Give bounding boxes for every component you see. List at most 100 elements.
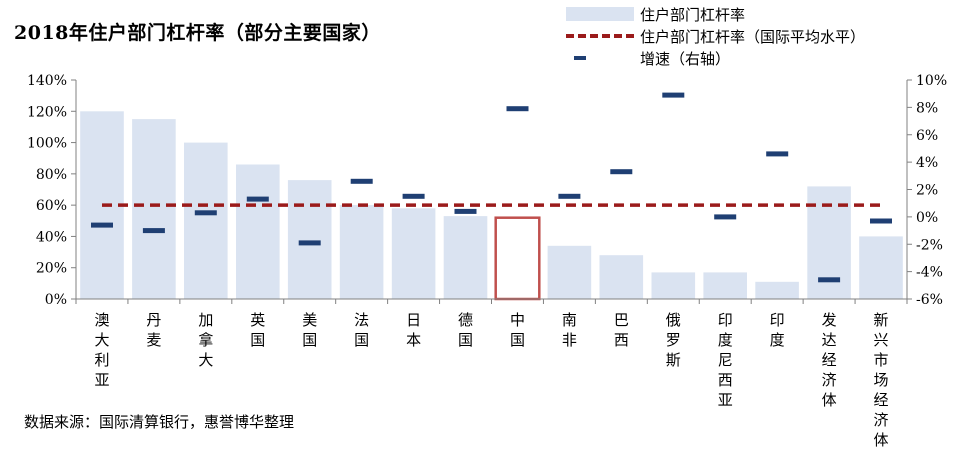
x-category-label: 国 bbox=[510, 331, 525, 349]
bar bbox=[391, 208, 436, 299]
left-tick-label: 20% bbox=[36, 261, 67, 277]
x-category-label: 西 bbox=[614, 331, 629, 349]
right-tick-label: 8% bbox=[916, 100, 938, 116]
growth-marker bbox=[558, 193, 581, 199]
x-category-label: 体 bbox=[822, 391, 837, 409]
legend: 住户部门杠杆率 住户部门杠杆率（国际平均水平） 增速（右轴） bbox=[566, 3, 865, 69]
bar bbox=[599, 255, 644, 299]
bar-highlighted bbox=[494, 216, 541, 301]
growth-marker bbox=[454, 208, 477, 214]
x-category-label: 国 bbox=[250, 331, 265, 349]
left-tick-label: 140% bbox=[27, 73, 67, 89]
legend-label-average: 住户部门杠杆率（国际平均水平） bbox=[640, 27, 866, 46]
growth-marker bbox=[142, 228, 165, 234]
x-category-label: 国 bbox=[302, 331, 317, 349]
right-tick-label: 2% bbox=[916, 183, 938, 199]
legend-label-bar: 住户部门杠杆率 bbox=[640, 5, 746, 24]
x-category-label: 亚 bbox=[94, 371, 109, 389]
left-tick-label: 60% bbox=[36, 198, 67, 214]
legend-swatch-growth bbox=[566, 48, 634, 68]
x-category-label: 日 bbox=[406, 311, 421, 329]
left-tick-label: 80% bbox=[36, 167, 67, 183]
x-category-label: 经 bbox=[822, 351, 837, 369]
growth-marker bbox=[350, 178, 373, 184]
bar bbox=[339, 205, 384, 299]
x-category-label: 俄 bbox=[666, 311, 681, 329]
right-tick-label: -4% bbox=[916, 265, 943, 281]
growth-marker bbox=[870, 218, 892, 224]
x-category-label: 大 bbox=[94, 331, 109, 349]
x-category-label: 非 bbox=[562, 331, 577, 349]
right-tick-label: 6% bbox=[916, 128, 938, 144]
x-category-label: 本 bbox=[406, 331, 421, 349]
x-category-label: 新 bbox=[874, 311, 889, 329]
left-tick-label: 100% bbox=[27, 136, 67, 152]
growth-marker bbox=[506, 106, 529, 112]
x-category-label: 德 bbox=[458, 311, 473, 329]
x-category-label: 国 bbox=[458, 331, 473, 349]
legend-swatch-bar bbox=[566, 4, 634, 24]
growth-marker bbox=[194, 210, 217, 216]
x-category-label: 印 bbox=[770, 311, 785, 329]
right-tick-label: -6% bbox=[916, 292, 943, 308]
x-category-label: 拿 bbox=[198, 331, 213, 349]
bar bbox=[859, 236, 903, 299]
growth-marker bbox=[818, 277, 841, 283]
x-category-label: 达 bbox=[822, 331, 837, 349]
growth-marker bbox=[610, 169, 633, 175]
x-category-label: 麦 bbox=[146, 331, 161, 349]
bar bbox=[703, 272, 747, 299]
left-tick-label: 120% bbox=[27, 104, 67, 120]
right-tick-label: 0% bbox=[916, 210, 938, 226]
right-tick-label: 10% bbox=[916, 73, 947, 89]
bar bbox=[236, 164, 280, 299]
bar bbox=[547, 245, 592, 299]
legend-label-growth: 增速（右轴） bbox=[640, 49, 731, 68]
source-note: 数据来源：国际清算银行，惠誉博华整理 bbox=[24, 413, 295, 431]
x-category-label: 斯 bbox=[666, 351, 681, 369]
x-category-label: 罗 bbox=[666, 331, 681, 349]
growth-marker bbox=[766, 151, 789, 157]
legend-item-bar: 住户部门杠杆率 bbox=[566, 3, 865, 25]
x-category-label: 济 bbox=[874, 411, 889, 429]
legend-swatch-average bbox=[566, 26, 634, 46]
x-category-label: 澳 bbox=[94, 311, 109, 329]
growth-marker bbox=[246, 196, 269, 202]
growth-marker bbox=[298, 240, 321, 246]
bar bbox=[443, 216, 488, 299]
x-category-label: 西 bbox=[718, 371, 733, 389]
bar bbox=[755, 281, 799, 299]
x-category-label: 美 bbox=[302, 311, 317, 329]
legend-item-growth: 增速（右轴） bbox=[566, 47, 865, 69]
x-category-label: 尼 bbox=[718, 351, 733, 369]
left-tick-label: 0% bbox=[45, 292, 67, 308]
x-category-label: 南 bbox=[562, 311, 577, 329]
x-category-label: 印 bbox=[718, 311, 733, 329]
bar bbox=[287, 180, 332, 299]
x-category-label: 国 bbox=[354, 331, 369, 349]
x-category-label: 巴 bbox=[614, 311, 629, 329]
bar bbox=[132, 119, 176, 299]
x-category-label: 场 bbox=[874, 371, 889, 389]
x-category-label: 利 bbox=[94, 351, 109, 369]
x-category-label: 中 bbox=[510, 311, 525, 329]
x-category-label: 英 bbox=[250, 311, 265, 329]
growth-marker bbox=[402, 193, 425, 199]
x-category-label: 度 bbox=[770, 331, 785, 349]
x-category-label: 体 bbox=[874, 431, 889, 449]
left-tick-label: 40% bbox=[36, 229, 67, 245]
growth-marker bbox=[714, 214, 737, 220]
x-category-label: 加 bbox=[198, 311, 213, 329]
growth-marker bbox=[91, 222, 113, 228]
x-category-label: 经 bbox=[874, 391, 889, 409]
bar bbox=[651, 272, 696, 299]
x-category-label: 丹 bbox=[146, 311, 161, 329]
growth-marker bbox=[662, 92, 685, 98]
right-tick-label: -2% bbox=[916, 237, 943, 253]
legend-item-average: 住户部门杠杆率（国际平均水平） bbox=[566, 25, 865, 47]
x-category-label: 发 bbox=[822, 311, 837, 329]
x-category-label: 法 bbox=[354, 311, 369, 329]
x-category-label: 兴 bbox=[874, 331, 889, 349]
chart-title: 2018年住户部门杠杆率（部分主要国家） bbox=[14, 22, 381, 44]
